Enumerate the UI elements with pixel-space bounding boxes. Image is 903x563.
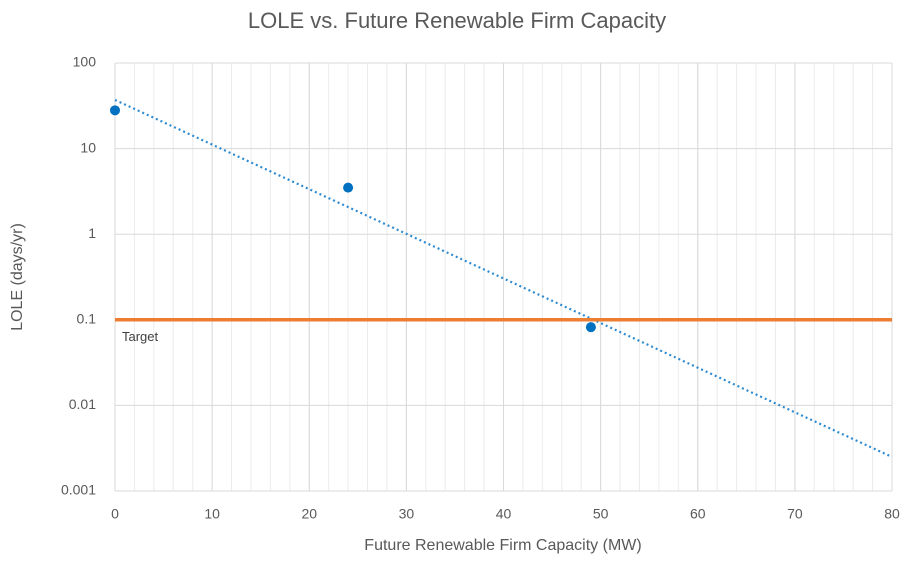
annotation: Target [122, 329, 159, 344]
y-tick-label: 10 [80, 139, 96, 155]
y-axis-label: LOLE (days/yr) [9, 223, 26, 331]
y-tick-label: 1 [88, 225, 96, 241]
data-point [110, 105, 120, 116]
data-point [585, 322, 596, 333]
y-tick-label: 0.1 [77, 311, 97, 327]
x-tick-label: 40 [496, 506, 512, 522]
x-tick-label: 10 [204, 506, 220, 522]
y-tick-label: 100 [73, 54, 97, 70]
y-tick-label: 0.001 [61, 482, 96, 498]
x-tick-label: 60 [690, 506, 706, 522]
x-tick-label: 70 [787, 506, 803, 522]
x-tick-label: 0 [111, 506, 119, 522]
y-tick-label: 0.01 [69, 396, 96, 412]
x-tick-label: 50 [593, 506, 609, 522]
x-tick-label: 30 [399, 506, 415, 522]
x-tick-label: 80 [884, 506, 900, 522]
data-point [343, 182, 354, 193]
chart-title: LOLE vs. Future Renewable Firm Capacity [248, 8, 666, 33]
x-tick-label: 20 [301, 506, 317, 522]
x-axis-label: Future Renewable Firm Capacity (MW) [364, 537, 641, 554]
